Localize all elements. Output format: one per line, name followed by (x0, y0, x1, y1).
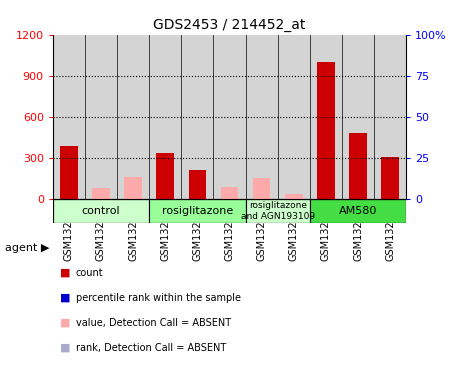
Bar (181, 35, 213, 199)
Bar (221, 187, 238, 199)
Text: percentile rank within the sample: percentile rank within the sample (76, 293, 241, 303)
Bar (149, 35, 181, 199)
Text: ■: ■ (60, 268, 70, 278)
Text: ■: ■ (60, 293, 70, 303)
Bar (60, 146, 78, 199)
Bar (149, 199, 246, 223)
Bar (381, 157, 399, 199)
Bar (349, 133, 367, 199)
Text: count: count (76, 268, 103, 278)
Text: AM580: AM580 (339, 206, 377, 216)
Text: ■: ■ (60, 318, 70, 328)
Bar (310, 35, 342, 199)
Bar (85, 35, 117, 199)
Text: control: control (82, 206, 120, 216)
Text: value, Detection Call = ABSENT: value, Detection Call = ABSENT (76, 318, 231, 328)
Bar (189, 170, 206, 199)
Title: GDS2453 / 214452_at: GDS2453 / 214452_at (153, 18, 306, 32)
Bar (253, 178, 270, 199)
Bar (92, 188, 110, 199)
Text: ■: ■ (60, 343, 70, 353)
Bar (117, 35, 149, 199)
Bar (53, 199, 149, 223)
Bar (317, 62, 335, 199)
Text: rank, Detection Call = ABSENT: rank, Detection Call = ABSENT (76, 343, 226, 353)
Text: rosiglitazone: rosiglitazone (162, 206, 233, 216)
Text: rosiglitazone
and AGN193109: rosiglitazone and AGN193109 (241, 201, 315, 221)
Bar (278, 35, 310, 199)
Bar (285, 194, 302, 199)
Text: agent ▶: agent ▶ (5, 243, 49, 253)
Bar (246, 35, 278, 199)
Bar (310, 199, 406, 223)
Bar (124, 177, 142, 199)
Bar (246, 199, 310, 223)
Bar (374, 35, 406, 199)
Bar (213, 35, 246, 199)
Bar (157, 152, 174, 199)
Bar (342, 35, 374, 199)
Bar (53, 35, 85, 199)
